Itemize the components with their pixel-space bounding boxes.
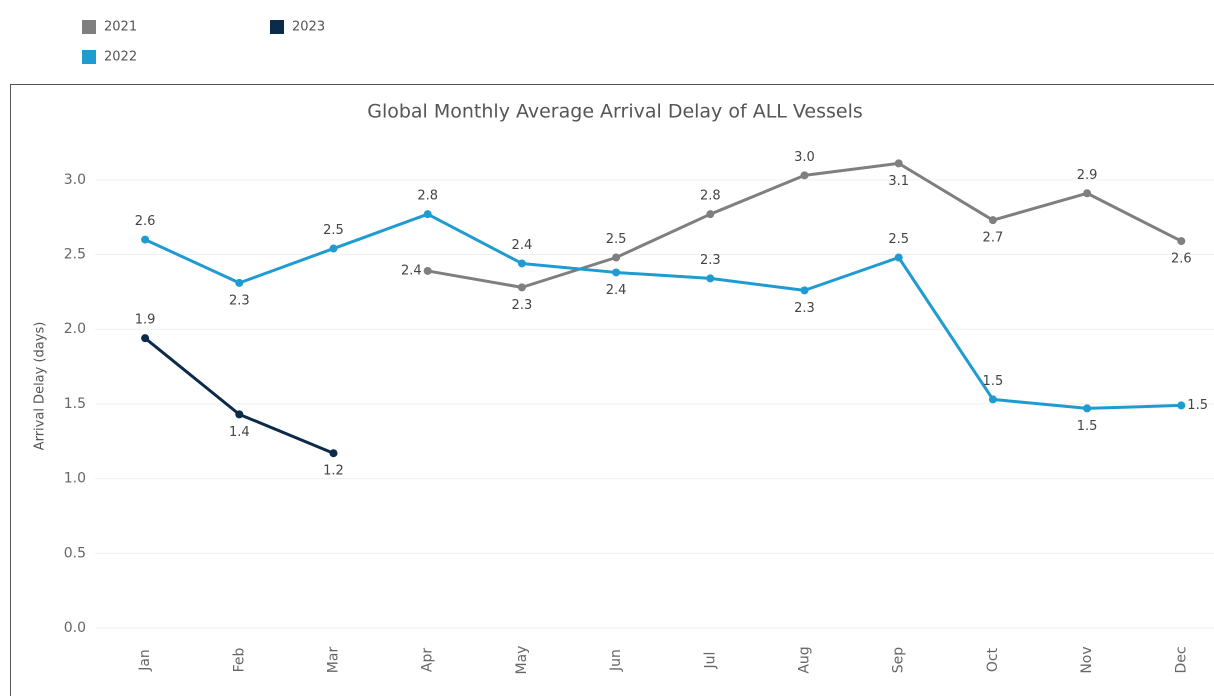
legend-swatch	[270, 20, 284, 34]
legend-label: 2023	[292, 20, 325, 35]
y-tick-label: 1.5	[64, 396, 86, 412]
data-point	[1083, 404, 1092, 413]
data-point	[423, 210, 432, 219]
data-label: 2.6	[135, 214, 156, 229]
x-tick-label: Apr	[420, 648, 436, 672]
y-axis-label: Arrival Delay (days)	[33, 322, 48, 451]
data-point	[1083, 189, 1092, 198]
x-tick-label: Jan	[137, 649, 153, 672]
data-label: 2.5	[323, 223, 344, 238]
data-point	[517, 259, 526, 268]
data-point	[1177, 237, 1186, 246]
data-point	[235, 410, 244, 419]
x-tick-label: Sep	[891, 647, 907, 674]
x-tick-label: Feb	[231, 647, 247, 672]
data-label: 2.4	[512, 238, 533, 253]
data-point	[141, 235, 150, 244]
data-label: 2.5	[606, 232, 627, 247]
data-point	[894, 253, 903, 262]
series-line	[427, 161, 1182, 289]
data-label: 1.5	[1077, 419, 1098, 434]
x-tick-label: Jun	[608, 649, 624, 672]
y-tick-label: 2.0	[64, 321, 86, 337]
x-tick-label: Aug	[797, 646, 813, 673]
data-label: 1.2	[323, 464, 344, 479]
data-label: 2.6	[1171, 252, 1192, 267]
data-label: 2.3	[794, 301, 815, 316]
series-line	[144, 212, 1182, 410]
y-tick-label: 0.0	[64, 620, 86, 636]
data-label: 2.5	[888, 232, 909, 247]
x-tick-label: Dec	[1173, 646, 1189, 673]
data-point	[988, 216, 997, 225]
data-label: 1.9	[135, 313, 156, 328]
data-label: 3.1	[888, 174, 909, 189]
legend-swatch	[82, 50, 96, 64]
data-point	[329, 244, 338, 253]
data-label: 1.5	[983, 374, 1004, 389]
data-point	[706, 210, 715, 219]
data-point	[329, 449, 338, 458]
data-label: 2.8	[417, 189, 438, 204]
data-point	[612, 253, 621, 262]
x-tick-label: May	[514, 646, 530, 675]
y-tick-label: 2.5	[64, 247, 86, 263]
x-tick-label: Oct	[985, 647, 1001, 672]
chart-frame	[10, 84, 1214, 696]
data-label: 1.4	[229, 425, 250, 440]
y-tick-label: 3.0	[64, 172, 86, 188]
data-label: 2.3	[229, 293, 250, 308]
chart-title: Global Monthly Average Arrival Delay of …	[367, 101, 863, 123]
y-tick-label: 0.5	[64, 545, 86, 561]
legend-label: 2022	[104, 50, 137, 65]
data-label: 2.3	[700, 253, 721, 268]
data-label: 2.4	[401, 263, 422, 278]
data-point	[800, 171, 809, 180]
data-label: 2.7	[983, 231, 1004, 246]
x-tick-label: Nov	[1079, 646, 1095, 673]
data-label: 2.3	[512, 298, 533, 313]
x-tick-label: Jul	[702, 652, 718, 670]
data-point	[894, 159, 903, 168]
data-point	[988, 395, 997, 404]
data-point	[706, 274, 715, 283]
data-point	[517, 283, 526, 292]
data-point	[235, 278, 244, 287]
data-point	[612, 268, 621, 277]
data-label: 1.5	[1187, 398, 1208, 413]
data-point	[800, 286, 809, 295]
y-tick-label: 1.0	[64, 471, 86, 487]
data-label: 2.9	[1077, 168, 1098, 183]
x-tick-label: Mar	[326, 647, 342, 674]
data-label: 2.8	[700, 189, 721, 204]
data-label: 2.4	[606, 283, 627, 298]
data-point	[141, 334, 150, 343]
legend-label: 2021	[104, 20, 137, 35]
data-point	[423, 266, 432, 275]
legend-swatch	[82, 20, 96, 34]
data-point	[1177, 401, 1186, 410]
data-label: 3.0	[794, 150, 815, 165]
